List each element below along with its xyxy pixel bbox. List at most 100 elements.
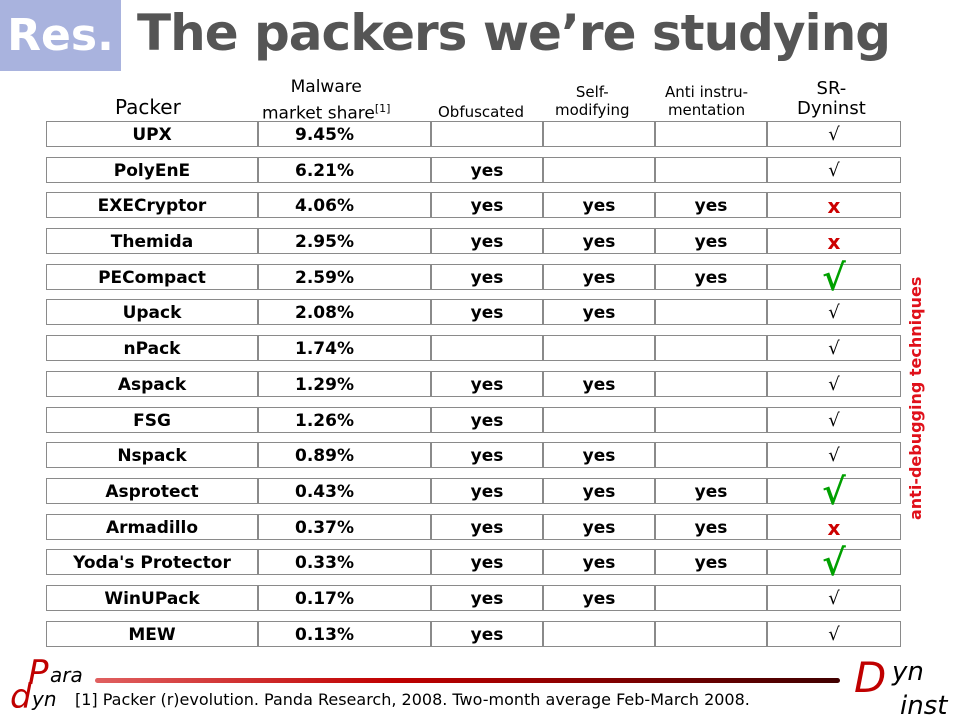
sr-dyninst-cell: √ [767,370,901,397]
table-row: EXECryptor 4.06% yes yes yes x [46,192,901,219]
table-row: nPack 1.74% √ [46,335,901,362]
market-share-cell: 0.33% [258,549,431,576]
self-modifying-line2: modifying [555,101,630,119]
self-modifying-cell: yes [543,584,655,611]
checkmark-icon: √ [828,159,840,181]
checkmark-icon: √ [828,302,840,324]
table-row: PECompact 2.59% yes yes yes √ [46,256,901,299]
anti-instrumentation-cell [655,370,767,397]
paradyn-logo: P ara d yn [10,654,83,714]
sr-dyninst-cell: √ [767,121,901,147]
packer-name-cell: EXECryptor [46,192,258,219]
table-row: Armadillo 0.37% yes yes yes x [46,513,901,540]
anti-instrumentation-cell [655,299,767,326]
market-share-ref: [1] [374,102,391,115]
sr-dyninst-cell: √ [767,335,901,362]
self-modifying-cell: yes [543,442,655,469]
self-modifying-cell: yes [543,299,655,326]
table-row: Nspack 0.89% yes yes √ [46,442,901,469]
anti-instrumentation-cell [655,335,767,362]
table-row: Aspack 1.29% yes yes √ [46,370,901,397]
x-mark-icon: x [827,515,841,540]
table-row: Asprotect 0.43% yes yes yes √ [46,470,901,513]
anti-instrumentation-cell: yes [655,228,767,255]
anti-instrumentation-cell [655,620,767,647]
obfuscated-cell: yes [431,549,543,576]
self-modifying-cell: yes [543,263,655,290]
dyninst-logo-d: D [854,653,886,702]
sr-dyninst-cell: √ [767,406,901,433]
anti-instrumentation-cell: yes [655,477,767,504]
footer-divider [95,678,840,683]
self-modifying-cell [543,620,655,647]
self-modifying-cell: yes [543,192,655,219]
market-share-cell: 2.95% [258,228,431,255]
anti-instrumentation-cell [655,121,767,147]
table-row: MEW 0.13% yes √ [46,620,901,647]
market-share-cell: 0.89% [258,442,431,469]
dyninst-logo: D yn inst [854,653,948,720]
packer-name-cell: PECompact [46,263,258,290]
obfuscated-cell: yes [431,370,543,397]
obfuscated-cell: yes [431,156,543,183]
market-share-text: market share [262,103,375,124]
anti-instru-line2: mentation [667,101,746,119]
column-header-packer: Packer [115,95,181,119]
anti-instrumentation-cell: yes [655,263,767,290]
obfuscated-cell: yes [431,620,543,647]
sr-dyninst-cell: x [767,228,901,255]
obfuscated-cell [431,121,543,147]
anti-instrumentation-cell [655,156,767,183]
market-share-line2: market share[1] [262,98,390,125]
checkmark-icon: √ [828,124,840,145]
market-share-cell: 0.13% [258,620,431,647]
sr-dyninst-cell: √ [767,584,901,611]
packer-name-cell: nPack [46,335,258,362]
market-share-cell: 1.29% [258,370,431,397]
market-share-cell: 9.45% [258,121,431,147]
self-modifying-cell [543,335,655,362]
packer-name-cell: Yoda's Protector [46,549,258,576]
self-modifying-cell: yes [543,370,655,397]
sr-dyninst-cell: √ [767,299,901,326]
self-modifying-line1: Self- [575,83,609,101]
market-share-cell: 0.37% [258,513,431,540]
checkmark-icon: √ [828,445,840,467]
anti-instru-line1: Anti instru- [665,83,749,101]
checkmark-icon: √ [822,256,846,299]
market-share-cell: 0.43% [258,477,431,504]
sr-dyninst-cell: √ [767,545,901,581]
packer-name-cell: FSG [46,406,258,433]
table-row: UPX 9.45% √ [46,121,901,147]
footnote: [1] Packer (r)evolution. Panda Research,… [75,690,750,709]
packer-name-cell: Armadillo [46,513,258,540]
self-modifying-cell: yes [543,228,655,255]
sr-line1: SR- [816,78,847,99]
packer-name-cell: Asprotect [46,477,258,504]
table-row: Themida 2.95% yes yes yes x [46,228,901,255]
checkmark-icon: √ [828,587,840,609]
x-mark-icon: x [827,230,841,255]
market-share-cell: 1.74% [258,335,431,362]
checkmark-icon: √ [828,373,840,395]
market-share-cell: 4.06% [258,192,431,219]
packer-name-cell: Nspack [46,442,258,469]
checkmark-icon: √ [822,470,846,513]
sr-dyninst-cell: √ [767,156,901,183]
market-share-cell: 2.08% [258,299,431,326]
packer-name-cell: WinUPack [46,584,258,611]
sr-dyninst-cell: √ [767,256,901,299]
sr-dyninst-cell: √ [767,620,901,647]
sr-dyninst-cell: x [767,513,901,540]
anti-instrumentation-cell [655,442,767,469]
self-modifying-cell: yes [543,477,655,504]
self-modifying-cell [543,156,655,183]
packer-table: UPX 9.45% √ PolyEnE 6.21% yes √ EXECryptor 4.06%… [46,121,901,656]
self-modifying-cell [543,406,655,433]
obfuscated-cell: yes [431,299,543,326]
column-header-sr-dyninst: SR- Dyninst [797,79,866,119]
self-modifying-cell: yes [543,549,655,576]
self-modifying-cell [543,121,655,147]
anti-instrumentation-cell: yes [655,513,767,540]
packer-name-cell: MEW [46,620,258,647]
